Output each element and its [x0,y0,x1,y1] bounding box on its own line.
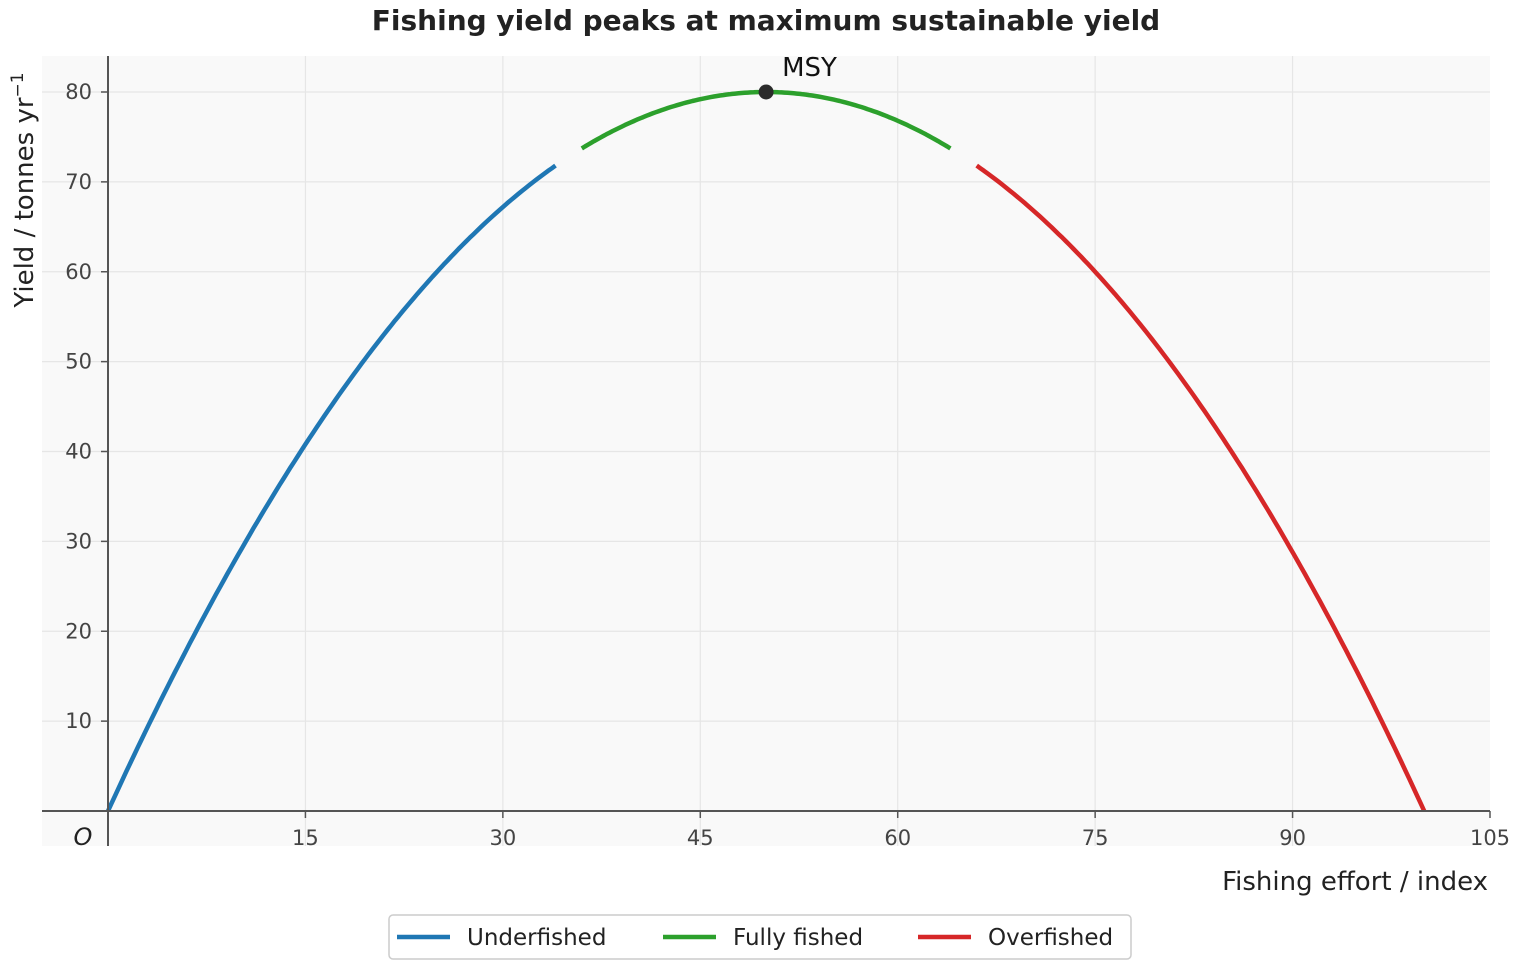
series-line-overfished [975,163,1427,812]
x-tick-label-60: 60 [884,826,911,850]
y-tick-label-70: 70 [65,170,92,194]
y-tick-label-60: 60 [65,260,92,284]
y-axis-label: Yield / tonnes yr−1 [8,72,40,308]
x-tick-label-15: 15 [292,826,319,850]
msy-point [758,84,774,100]
ticks: 15 30 45 60 75 90 105 10 20 30 40 50 60 70 80 [65,80,1510,850]
y-tick-label-40: 40 [65,440,92,464]
y-tick-label-10: 10 [65,709,92,733]
x-axis-label: Fishing effort / index [1222,867,1488,897]
y-axis-label-superscript: −1 [8,72,28,97]
y-tick-label-80: 80 [65,80,92,104]
x-tick-label-45: 45 [687,826,714,850]
chart-title: Fishing yield peaks at maximum sustainab… [372,4,1160,37]
y-axis-label-main: Yield / tonnes yr [10,97,40,308]
legend: Underfished Fully fished Overfished [388,914,1132,960]
legend-label-overfished: Overfished [988,925,1113,951]
origin-label: O [74,823,93,851]
annotations: MSY [758,53,837,100]
msy-label: MSY [782,53,837,83]
y-tick-label-50: 50 [65,350,92,374]
y-tick-label-20: 20 [65,619,92,643]
x-tick-label-30: 30 [489,826,516,850]
x-tick-label-105: 105 [1470,826,1510,850]
legend-label-underfished: Underfished [467,925,606,951]
series-line-underfished [105,163,557,812]
legend-label-fully-fished: Fully fished [733,925,863,951]
y-tick-label-30: 30 [65,529,92,553]
legend-box [388,914,1132,960]
x-tick-label-75: 75 [1082,826,1109,850]
grid [42,56,1490,846]
x-tick-label-90: 90 [1279,826,1306,850]
